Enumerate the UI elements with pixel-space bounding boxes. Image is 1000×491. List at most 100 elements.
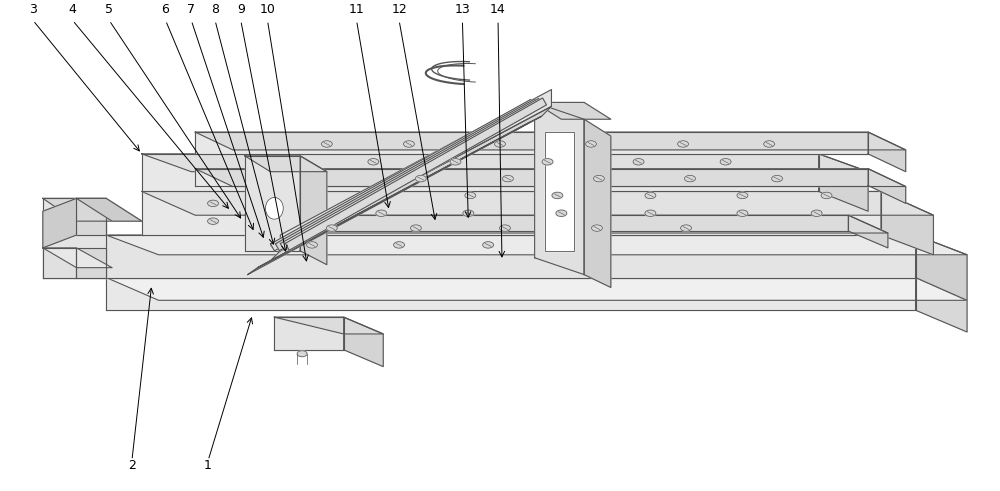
Text: 2: 2 — [128, 460, 136, 472]
Ellipse shape — [720, 159, 731, 165]
Polygon shape — [245, 156, 300, 251]
Ellipse shape — [463, 210, 474, 217]
Polygon shape — [916, 277, 967, 332]
Ellipse shape — [542, 159, 553, 165]
Polygon shape — [275, 99, 539, 250]
Polygon shape — [280, 89, 551, 251]
Ellipse shape — [307, 242, 317, 248]
Ellipse shape — [326, 225, 337, 231]
Polygon shape — [106, 235, 916, 277]
Polygon shape — [142, 154, 819, 191]
Ellipse shape — [645, 192, 656, 199]
Text: 12: 12 — [391, 3, 407, 16]
Polygon shape — [545, 132, 574, 251]
Polygon shape — [274, 317, 383, 334]
Text: 9: 9 — [237, 3, 245, 16]
Ellipse shape — [594, 175, 604, 182]
Polygon shape — [245, 156, 327, 172]
Polygon shape — [106, 277, 967, 300]
Text: 5: 5 — [105, 3, 113, 16]
Polygon shape — [195, 169, 906, 187]
Polygon shape — [881, 191, 933, 255]
Text: 1: 1 — [204, 460, 212, 472]
Polygon shape — [535, 103, 584, 274]
Ellipse shape — [764, 141, 775, 147]
Polygon shape — [248, 122, 530, 274]
Ellipse shape — [495, 141, 505, 147]
Ellipse shape — [586, 141, 596, 147]
Text: 7: 7 — [187, 3, 195, 16]
Ellipse shape — [410, 225, 421, 231]
Ellipse shape — [270, 242, 278, 248]
Ellipse shape — [502, 175, 513, 182]
Polygon shape — [43, 248, 112, 268]
Text: 13: 13 — [455, 3, 470, 16]
Polygon shape — [195, 132, 868, 154]
Polygon shape — [43, 248, 76, 277]
Polygon shape — [106, 235, 967, 255]
Ellipse shape — [394, 242, 405, 248]
Polygon shape — [819, 154, 868, 211]
Ellipse shape — [552, 192, 563, 199]
Polygon shape — [195, 169, 868, 186]
Polygon shape — [270, 107, 551, 261]
Polygon shape — [106, 277, 916, 310]
Ellipse shape — [737, 210, 748, 217]
Polygon shape — [868, 169, 906, 203]
Ellipse shape — [208, 218, 218, 224]
Text: 8: 8 — [211, 3, 219, 16]
Ellipse shape — [633, 159, 644, 165]
Polygon shape — [43, 198, 76, 248]
Polygon shape — [584, 119, 611, 287]
Text: 11: 11 — [349, 3, 364, 16]
Polygon shape — [274, 317, 344, 350]
Ellipse shape — [592, 225, 602, 231]
Polygon shape — [43, 198, 142, 221]
Polygon shape — [285, 98, 547, 250]
Ellipse shape — [376, 210, 387, 217]
Ellipse shape — [685, 175, 695, 182]
Polygon shape — [535, 103, 611, 119]
Ellipse shape — [500, 225, 510, 231]
Ellipse shape — [321, 141, 332, 147]
Text: 10: 10 — [260, 3, 275, 16]
Polygon shape — [76, 248, 106, 277]
Text: 14: 14 — [490, 3, 506, 16]
Ellipse shape — [678, 141, 689, 147]
Ellipse shape — [645, 210, 656, 217]
Polygon shape — [245, 215, 848, 231]
Ellipse shape — [483, 242, 494, 248]
Polygon shape — [142, 191, 933, 215]
Ellipse shape — [465, 192, 476, 199]
Ellipse shape — [297, 351, 307, 357]
Ellipse shape — [681, 225, 691, 231]
Polygon shape — [245, 215, 888, 233]
Polygon shape — [271, 100, 535, 251]
Polygon shape — [300, 156, 327, 265]
Ellipse shape — [208, 200, 218, 207]
Polygon shape — [280, 99, 543, 250]
Ellipse shape — [556, 210, 567, 217]
Ellipse shape — [737, 192, 748, 199]
Text: 6: 6 — [162, 3, 169, 16]
Ellipse shape — [821, 192, 832, 199]
Polygon shape — [344, 317, 383, 367]
Ellipse shape — [368, 159, 379, 165]
Polygon shape — [848, 215, 888, 248]
Polygon shape — [868, 132, 906, 172]
Text: 3: 3 — [29, 3, 37, 16]
Text: 4: 4 — [69, 3, 76, 16]
Polygon shape — [142, 191, 881, 235]
Ellipse shape — [415, 175, 426, 182]
Polygon shape — [258, 116, 542, 268]
Polygon shape — [76, 198, 142, 221]
Polygon shape — [195, 132, 906, 150]
Ellipse shape — [772, 175, 783, 182]
Ellipse shape — [450, 159, 461, 165]
Ellipse shape — [811, 210, 822, 217]
Polygon shape — [76, 198, 106, 235]
Ellipse shape — [265, 197, 283, 219]
Polygon shape — [142, 154, 868, 172]
Polygon shape — [43, 198, 106, 277]
Ellipse shape — [404, 141, 414, 147]
